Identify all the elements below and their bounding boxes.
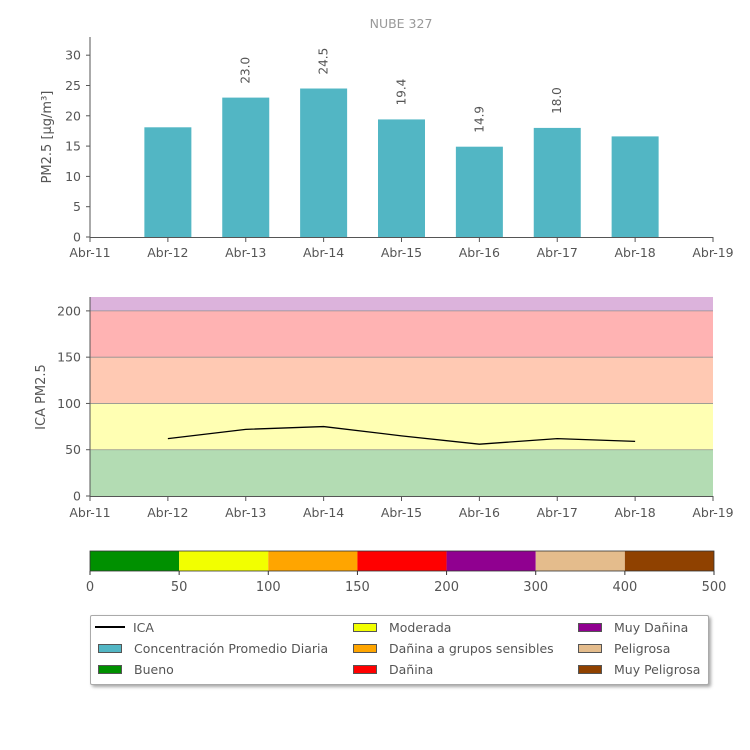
legend-label: Moderada: [389, 619, 452, 635]
legend-item: Concentración Promedio Diaria: [95, 639, 328, 657]
x-tick-label: Abr-19: [692, 505, 733, 520]
bar: [222, 97, 270, 237]
colorbar-tick-label: 400: [612, 580, 637, 595]
bar-value-label: 23.0: [239, 57, 253, 84]
y-tick-label: 10: [65, 169, 81, 184]
y-tick-label: 20: [65, 108, 81, 123]
colorbar-tick-label: 200: [434, 580, 459, 595]
bar: [611, 136, 659, 237]
colorbar-segment: [268, 551, 358, 571]
x-tick-label: Abr-15: [381, 245, 422, 260]
colorbar-segment: [357, 551, 447, 571]
bar-value-label: 18.0: [550, 87, 564, 114]
y-tick-label: 0: [73, 489, 81, 504]
legend-label: Muy Dañina: [614, 619, 689, 635]
legend-label: Dañina: [389, 661, 434, 677]
colorbar-tick-label: 100: [256, 580, 281, 595]
legend-color-swatch: [578, 643, 602, 653]
legend-label: ICA: [133, 619, 154, 635]
colorbar-tick-label: 300: [523, 580, 548, 595]
ica-band: [90, 357, 713, 404]
bar: [378, 119, 425, 237]
colorbar-tick-label: 500: [702, 580, 727, 595]
ica-colorbar: 0 50 100 150 200 300 400 500: [86, 550, 727, 595]
legend-color-swatch: [98, 643, 122, 653]
bar: [144, 127, 192, 237]
colorbar-tick-label: 150: [345, 580, 370, 595]
colorbar-segment: [446, 551, 536, 571]
x-tick-label: Abr-13: [225, 505, 266, 520]
y-axis-label: ICA PM2.5: [34, 364, 49, 430]
legend-color-swatch: [353, 622, 377, 632]
y-tick-label: 50: [65, 442, 81, 457]
y-tick-label: 200: [57, 303, 81, 318]
x-tick-label: Abr-11: [69, 505, 110, 520]
legend-line-swatch: [95, 626, 125, 628]
y-tick-label: 15: [65, 139, 81, 154]
y-tick-label: 30: [65, 48, 81, 63]
legend-item: Dañina: [353, 660, 433, 678]
colorbar-tick-label: 0: [86, 580, 94, 595]
x-tick-label: Abr-17: [537, 505, 578, 520]
x-tick-label: Abr-12: [147, 245, 188, 260]
x-tick-label: Abr-16: [459, 245, 500, 260]
colorbar-segment: [179, 551, 269, 571]
legend-label: Concentración Promedio Diaria: [134, 640, 329, 656]
y-tick-label: 5: [73, 199, 81, 214]
legend-color-swatch: [578, 664, 602, 674]
colorbar-tick-label: 50: [171, 580, 188, 595]
colorbar-segment: [624, 551, 714, 571]
ica-band: [90, 403, 713, 450]
y-tick-label: 100: [57, 396, 81, 411]
legend-label: Bueno: [134, 661, 174, 677]
x-tick-label: Abr-18: [615, 505, 656, 520]
y-tick-label: 150: [57, 350, 81, 365]
x-tick-label: Abr-14: [303, 505, 344, 520]
legend-color-swatch: [353, 643, 377, 653]
x-tick-label: Abr-16: [459, 505, 500, 520]
legend-label: Muy Peligrosa: [614, 661, 701, 677]
legend-item: ICA: [95, 618, 154, 636]
bar-value-label: 24.5: [317, 48, 331, 75]
x-tick-label: Abr-17: [537, 245, 578, 260]
colorbar-frame: [89, 550, 715, 572]
bar-value-label: 14.9: [472, 106, 486, 133]
legend-label: Peligrosa: [614, 640, 671, 656]
ica-band: [90, 310, 713, 358]
legend-item: Muy Peligrosa: [578, 660, 700, 678]
chart-title: NUBE 327: [370, 16, 433, 31]
x-tick-label: Abr-15: [381, 505, 422, 520]
x-tick-label: Abr-12: [147, 505, 188, 520]
ica-line-chart: 0 50 100 150 200 Abr-11 Abr-12 Abr-13 Abr-14 Abr-…: [34, 297, 734, 520]
legend-item: Moderada: [353, 618, 451, 636]
ica-band: [90, 297, 713, 311]
legend-item: Dañina a grupos sensibles: [353, 639, 554, 657]
bar: [533, 127, 581, 237]
legend-item: Muy Dañina: [578, 618, 688, 636]
colorbar-segment: [90, 551, 180, 571]
x-tick-label: Abr-13: [225, 245, 266, 260]
bar: [300, 88, 348, 237]
legend-item: Bueno: [95, 660, 174, 678]
legend-color-swatch: [578, 622, 602, 632]
y-tick-label: 0: [73, 230, 81, 245]
x-tick-label: Abr-11: [69, 245, 110, 260]
x-tick-label: Abr-14: [303, 245, 344, 260]
legend-color-swatch: [353, 664, 377, 674]
y-axis-label: PM2.5 [μg/m³]: [40, 91, 55, 184]
legend-color-swatch: [98, 664, 122, 674]
legend-item: Peligrosa: [578, 639, 670, 657]
y-tick-label: 25: [65, 78, 81, 93]
ica-series-line: [167, 425, 636, 445]
legend: ICA Concentración Promedio Diaria Bueno Mod…: [90, 615, 709, 685]
x-tick-label: Abr-18: [615, 245, 656, 260]
colorbar-segment: [535, 551, 625, 571]
legend-label: Dañina a grupos sensibles: [389, 640, 554, 656]
ica-band: [90, 449, 713, 496]
bar: [455, 146, 503, 237]
bar-value-label: 19.4: [395, 79, 409, 106]
x-tick-label: Abr-19: [692, 245, 733, 260]
pm25-bar-chart: 23.0 24.5 19.4 14.9 18.0 0 5 10 15 20 25 30 Abr-11 Ab…: [40, 37, 734, 260]
